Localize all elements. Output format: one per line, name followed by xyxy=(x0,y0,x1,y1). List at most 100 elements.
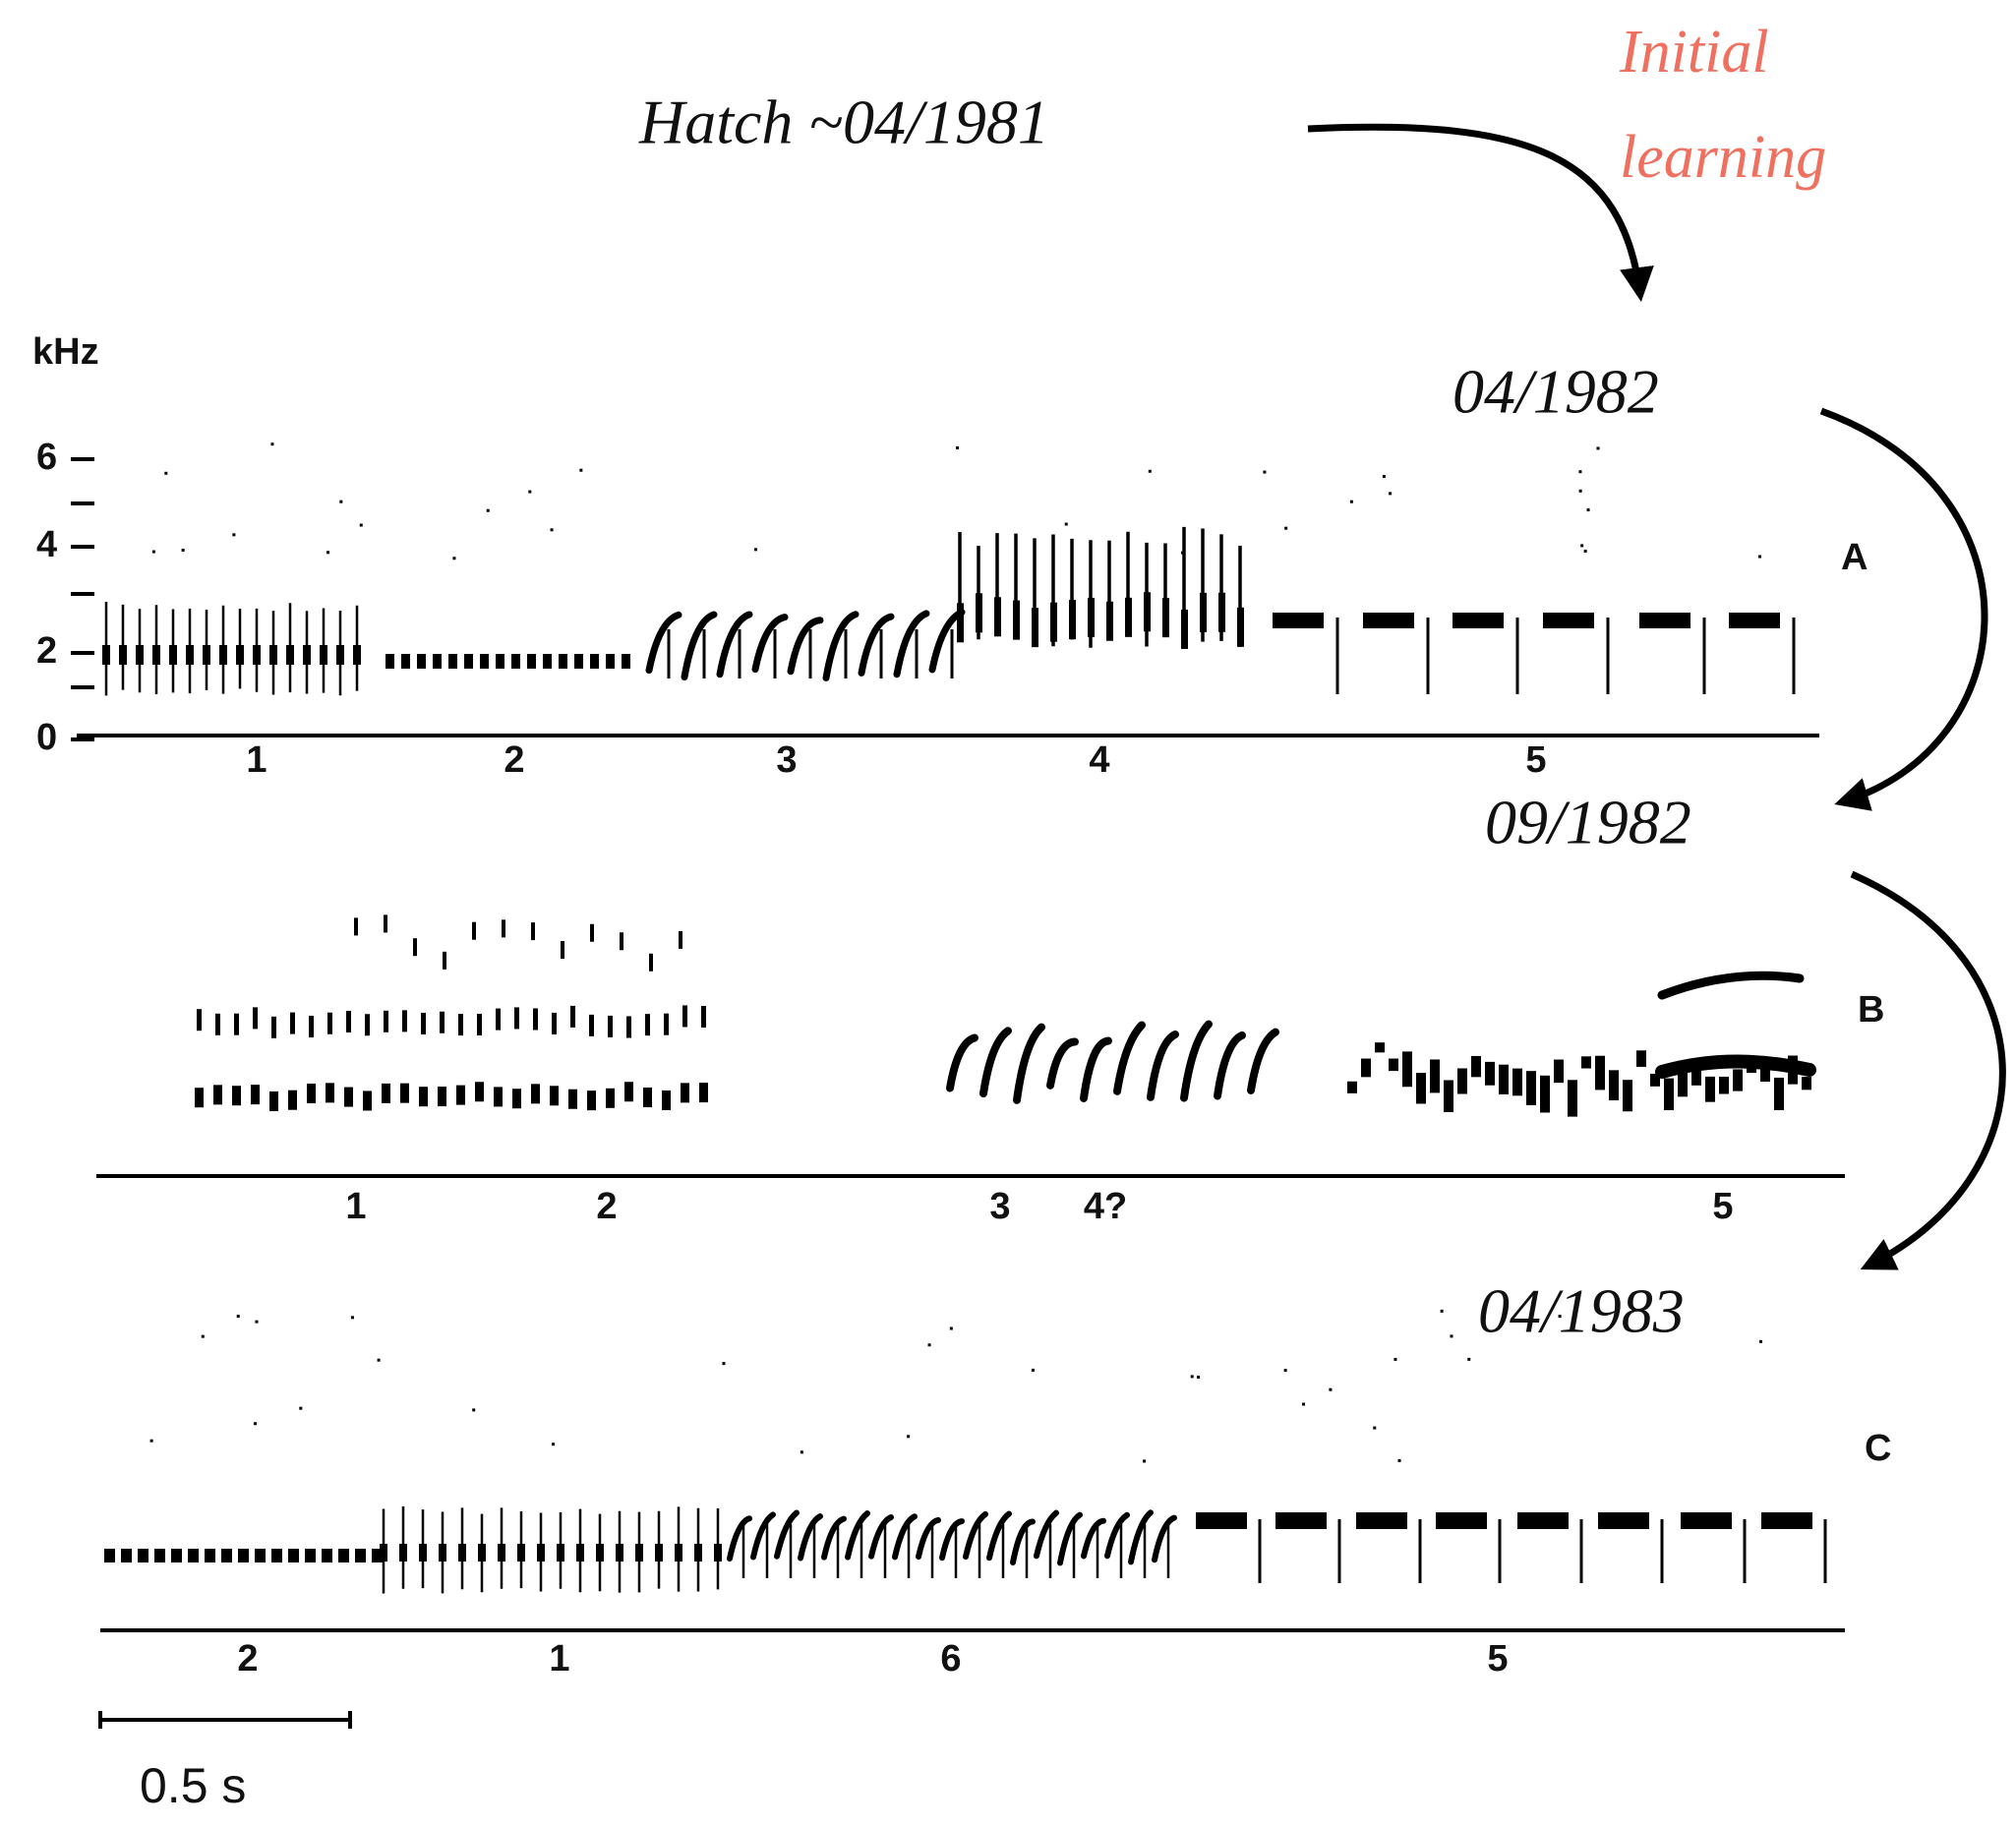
spectrogram-mark xyxy=(269,645,277,665)
spectrogram-mark xyxy=(1444,1080,1453,1112)
spectrogram-mark xyxy=(1586,508,1590,512)
spectrogram-mark xyxy=(1218,592,1225,632)
spectrogram-mark xyxy=(327,1012,332,1034)
spectrogram-mark xyxy=(1609,1070,1619,1101)
spectrogram-mark xyxy=(550,1086,559,1106)
spectrogram-mark xyxy=(1457,1068,1467,1094)
spectrogram-mark xyxy=(1580,544,1584,548)
spectrogram-mark xyxy=(517,1544,525,1562)
spectrogram-mark xyxy=(1057,1511,1083,1566)
spectrogram-mark xyxy=(136,645,144,665)
spectrogram-mark xyxy=(1196,1512,1247,1529)
spectrogram-mark xyxy=(1190,1375,1194,1379)
spectrogram-mark xyxy=(1275,1512,1327,1529)
spectrogram-mark xyxy=(714,1544,722,1562)
spectrogram-mark xyxy=(496,654,504,669)
spectrogram-mark xyxy=(822,611,860,681)
spectrogram-mark xyxy=(1302,1402,1306,1406)
spectrogram-mark xyxy=(1064,522,1068,526)
spectrogram-mark xyxy=(1691,1063,1701,1086)
spectrogram-mark xyxy=(774,1509,800,1560)
spectrogram-mark xyxy=(171,1549,182,1562)
spectrogram-mark xyxy=(531,1084,540,1104)
spectrogram-mark xyxy=(694,1544,702,1562)
spectrogram-mark xyxy=(238,1549,249,1562)
spectrogram-mark xyxy=(1088,597,1095,637)
spectrogram-mark xyxy=(916,1516,941,1561)
spectrogram-mark xyxy=(1010,1518,1036,1565)
spectrogram-mark xyxy=(624,1082,633,1102)
spectrogram-mark xyxy=(907,1435,911,1439)
spectrogram-mark xyxy=(439,1544,446,1562)
spectrogram-mark xyxy=(574,654,583,669)
spectrogram-mark xyxy=(589,1014,594,1036)
spectrogram-mark xyxy=(303,645,311,665)
spectrogram-mark xyxy=(635,1544,643,1562)
spectrogram-mark xyxy=(787,617,824,676)
spectrogram-mark xyxy=(271,1549,282,1562)
spectrogram-mark xyxy=(201,1334,205,1338)
spectrogram-mark xyxy=(1197,1375,1201,1379)
spectrogram-mark xyxy=(552,1443,556,1446)
spectrogram-mark xyxy=(1639,613,1690,628)
spectrogram-mark xyxy=(269,1090,278,1111)
spectrogram-mark xyxy=(570,1005,575,1028)
spectrogram-mark xyxy=(1180,1020,1213,1102)
spectrogram-mark xyxy=(751,614,789,674)
spectrogram-mark xyxy=(1128,1509,1154,1565)
spectrogram-mark xyxy=(649,953,653,972)
spectrogram-mark xyxy=(401,654,410,669)
spectrogram-mark xyxy=(169,645,177,665)
spectrogram-mark xyxy=(154,1549,165,1562)
spectrogram-mark xyxy=(1329,1387,1333,1391)
spectrogram-mark xyxy=(1758,555,1762,559)
spectrogram-mark xyxy=(681,1083,689,1103)
spectrogram-mark xyxy=(288,1549,299,1562)
spectrogram-mark xyxy=(270,442,274,446)
spectrogram-mark xyxy=(138,1549,148,1562)
spectrogram-mark xyxy=(1181,609,1188,649)
spectrogram-mark xyxy=(722,1362,726,1366)
spectrogram-mark xyxy=(845,1510,870,1561)
spectrogram-mark xyxy=(1760,1065,1770,1083)
spectrogram-mark xyxy=(1247,1028,1279,1094)
spectrogram-mark xyxy=(339,500,343,503)
y-ticks xyxy=(71,457,94,741)
phrase-label: 4? xyxy=(1084,1186,1127,1227)
spectrogram-mark xyxy=(344,1087,353,1107)
spectrogram-mark xyxy=(1540,1075,1550,1113)
spectrogram-mark xyxy=(1759,1339,1763,1343)
spectrogram-mark xyxy=(514,1007,519,1030)
spectrogram-mark xyxy=(186,645,194,665)
spectrogram-mark xyxy=(253,1422,257,1426)
spectrogram-mark xyxy=(385,654,394,669)
spectrogram-mark xyxy=(1125,597,1132,637)
spectrogram-mark xyxy=(1373,1426,1377,1430)
spectrogram-mark xyxy=(443,951,446,970)
spectrogram-mark xyxy=(1583,549,1587,553)
spectrogram-mark xyxy=(1263,470,1267,474)
spectrogram-mark xyxy=(1761,1512,1812,1529)
spectrogram-mark xyxy=(1436,1512,1487,1529)
spectrogram-mark xyxy=(438,1087,446,1107)
spectrogram-mark xyxy=(232,1086,241,1106)
spectrogram-mark xyxy=(336,645,344,665)
spectrogram-mark xyxy=(1595,1055,1605,1090)
phrase-label: 2 xyxy=(504,739,524,781)
spectrogram-mark xyxy=(927,1343,931,1347)
spectrogram-mark xyxy=(1013,600,1020,640)
spectrogram-mark xyxy=(1032,608,1038,648)
spectrogram-mark xyxy=(946,1033,978,1092)
phrase-label: 2 xyxy=(596,1186,617,1227)
spectrogram-mark xyxy=(464,654,473,669)
spectrogram-mark xyxy=(1558,1315,1562,1319)
spectrogram-mark xyxy=(1729,613,1780,628)
spectrogram-mark xyxy=(104,1549,115,1562)
spectrogram-mark xyxy=(1554,1059,1564,1084)
spectrogram-mark xyxy=(1581,1056,1591,1069)
spectrogram-mark xyxy=(858,613,895,677)
panel-letter: A xyxy=(1841,537,1868,578)
spectrogram-mark xyxy=(590,923,594,942)
spectrogram-mark xyxy=(253,645,261,665)
spectrogram-mark xyxy=(606,654,615,669)
